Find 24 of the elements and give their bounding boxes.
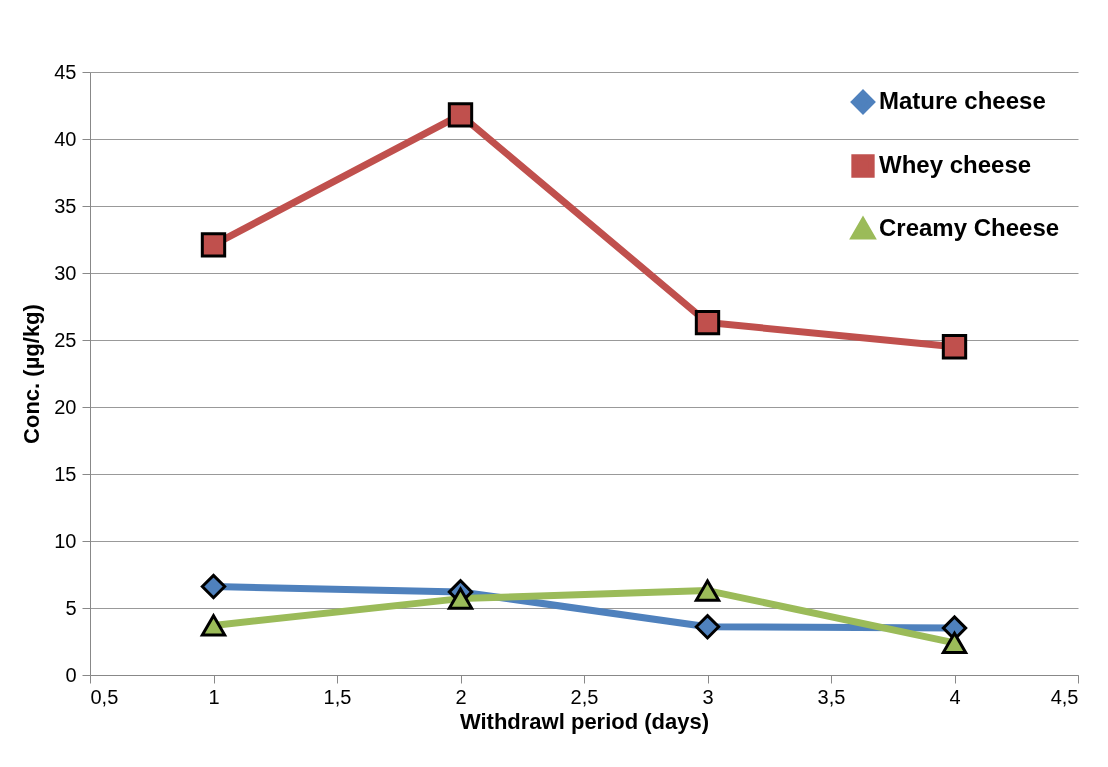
x-tick-label: 1 (208, 685, 220, 708)
legend-label: Mature cheese (879, 87, 1046, 114)
y-tick-label: 40 (54, 127, 77, 150)
x-tick-label: 4 (949, 685, 961, 708)
x-tick-label: 2,5 (570, 685, 599, 708)
y-tick-label: 15 (54, 462, 77, 485)
x-axis-title: Withdrawl period (days) (459, 708, 710, 734)
x-tick-label: 0,5 (90, 685, 119, 708)
y-tick-label: 5 (65, 596, 77, 619)
legend-label: Whey cheese (879, 151, 1032, 178)
x-tick-label: 1,5 (323, 685, 352, 708)
x-tick-label: 3,5 (817, 685, 846, 708)
y-tick-label: 0 (65, 663, 77, 686)
x-tick-label: 2 (455, 685, 467, 708)
x-tick-label: 3 (702, 685, 714, 708)
y-tick-label: 45 (54, 60, 77, 83)
y-tick-label: 10 (54, 529, 77, 552)
y-tick-label: 20 (54, 395, 77, 418)
legend-label: Creamy Cheese (879, 214, 1060, 241)
y-tick-label: 25 (54, 328, 77, 351)
y-tick-label: 30 (54, 261, 77, 284)
y-tick-label: 35 (54, 194, 77, 217)
y-axis-title: Conc. (µg/kg) (19, 304, 45, 444)
x-tick-label: 4,5 (1050, 685, 1079, 708)
